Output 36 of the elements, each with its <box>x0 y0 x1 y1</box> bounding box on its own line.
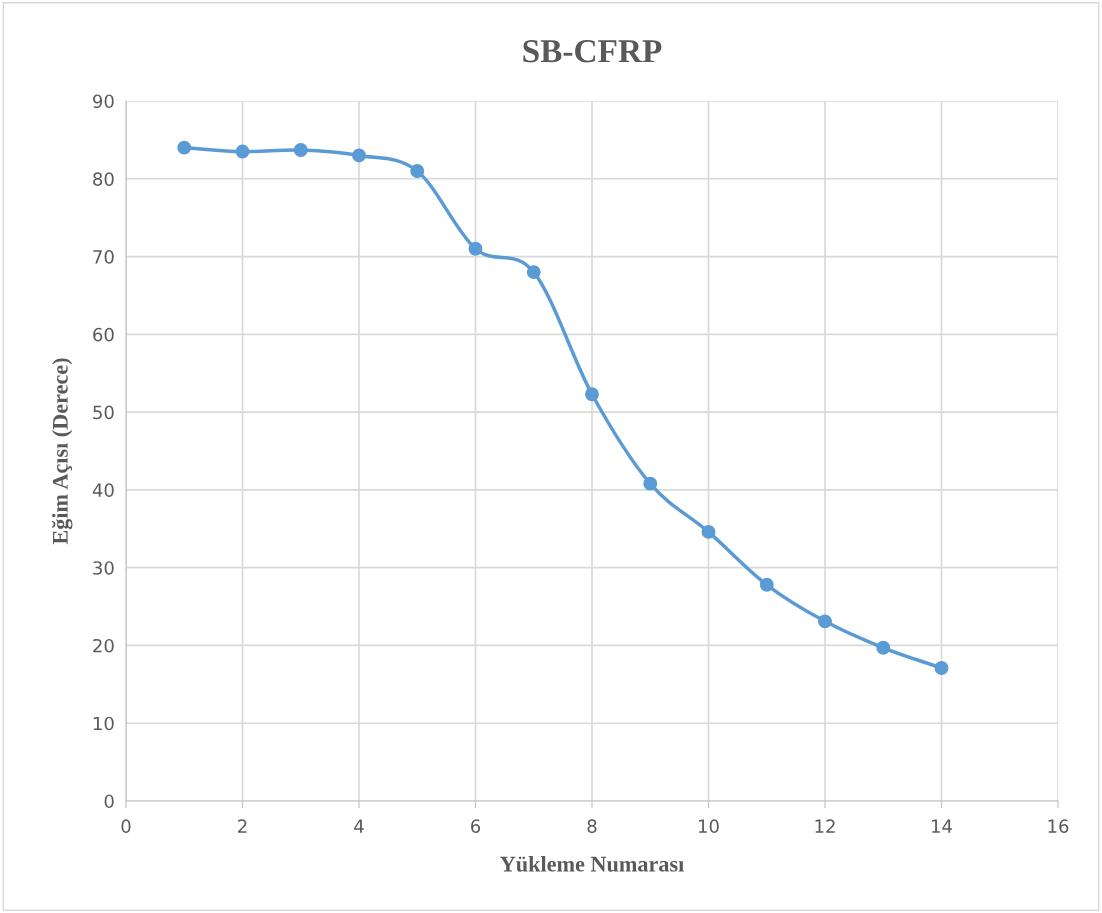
x-tick-label: 14 <box>932 819 952 833</box>
point <box>235 144 250 159</box>
chart-title: SB-CFRP <box>523 40 662 63</box>
y-tick-label: 20 <box>93 638 114 653</box>
y-tick-label: 50 <box>93 405 114 420</box>
point <box>876 640 891 655</box>
point <box>468 241 483 256</box>
y-tick-label: 60 <box>93 327 114 342</box>
point <box>818 614 832 629</box>
x-tick-label: 16 <box>1048 819 1069 834</box>
point <box>526 265 541 280</box>
point <box>293 143 308 157</box>
x-tick-label: 8 <box>587 819 597 834</box>
y-tick-label: 40 <box>92 483 114 498</box>
x-tick-label: 2 <box>238 819 247 833</box>
point <box>759 577 774 592</box>
y-tick-label: 90 <box>93 94 114 109</box>
y-tick-label: 70 <box>93 250 114 264</box>
x-axis-title: Yükleme Numarası <box>500 855 684 872</box>
x-tick-label: 12 <box>815 819 835 833</box>
point <box>177 140 192 155</box>
y-tick-label: 10 <box>93 716 114 731</box>
point <box>352 148 366 163</box>
point <box>643 476 658 491</box>
x-tick-label: 4 <box>354 819 364 833</box>
point <box>934 661 949 675</box>
point <box>701 524 716 539</box>
x-tick-label: 0 <box>121 819 131 834</box>
x-tick-label: 6 <box>471 819 481 834</box>
y-tick-label: 80 <box>93 172 114 186</box>
y-tick-label: 0 <box>104 794 114 809</box>
y-tick-label: 30 <box>93 561 114 575</box>
point <box>410 164 425 178</box>
x-tick-label: 10 <box>699 819 719 834</box>
y-axis-title: Eğim Açısı (Derece) <box>51 358 73 545</box>
point <box>585 387 599 402</box>
